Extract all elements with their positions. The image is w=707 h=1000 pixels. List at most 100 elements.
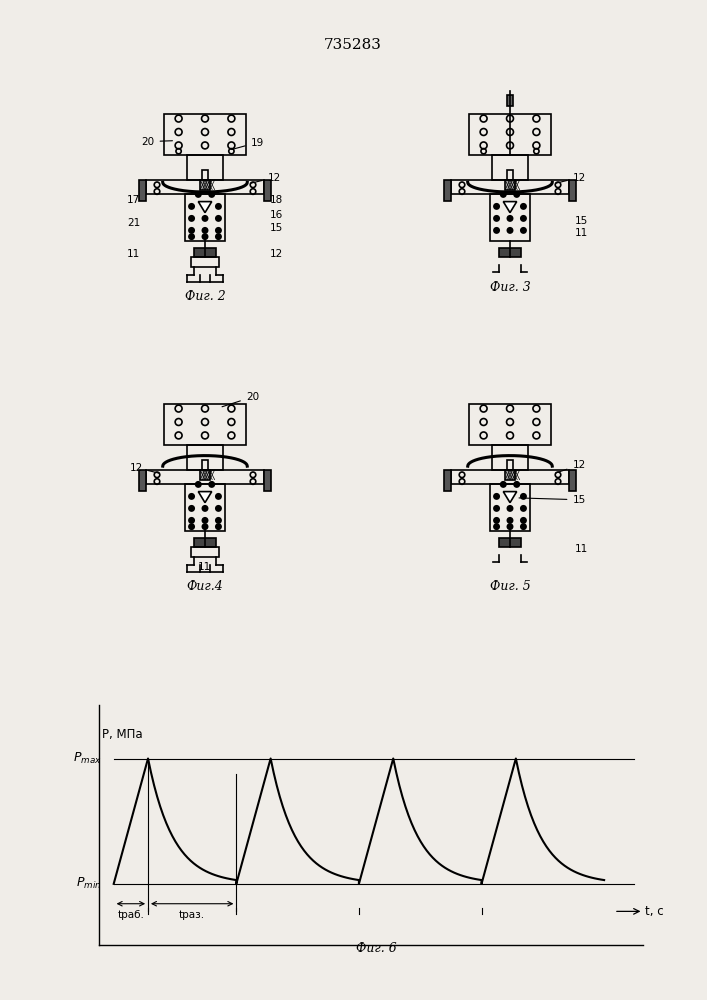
Text: 20: 20 <box>141 137 173 147</box>
Circle shape <box>216 506 221 511</box>
Bar <box>492 155 528 180</box>
Text: 12: 12 <box>556 173 585 183</box>
Circle shape <box>494 518 499 523</box>
Circle shape <box>189 506 194 511</box>
Bar <box>139 180 146 201</box>
Bar <box>187 445 223 470</box>
Circle shape <box>521 204 526 209</box>
Circle shape <box>209 482 214 487</box>
Bar <box>490 484 530 531</box>
Circle shape <box>508 494 513 499</box>
Circle shape <box>189 518 194 523</box>
Circle shape <box>216 228 221 233</box>
Text: 12: 12 <box>129 463 159 473</box>
Circle shape <box>508 204 513 209</box>
Text: 11: 11 <box>575 544 588 554</box>
Bar <box>492 445 528 470</box>
Circle shape <box>202 204 208 209</box>
Text: 11: 11 <box>575 228 588 238</box>
Bar <box>264 470 271 491</box>
Circle shape <box>189 234 194 239</box>
Circle shape <box>196 192 201 197</box>
Polygon shape <box>198 492 211 503</box>
Circle shape <box>521 518 526 523</box>
Bar <box>191 547 219 557</box>
Bar <box>185 194 225 241</box>
Bar <box>452 180 568 194</box>
Text: 17: 17 <box>127 195 140 205</box>
Circle shape <box>501 482 506 487</box>
Bar <box>146 180 264 194</box>
Circle shape <box>202 228 208 233</box>
Polygon shape <box>198 202 211 213</box>
Circle shape <box>494 494 499 499</box>
Bar <box>506 180 515 190</box>
Circle shape <box>189 204 194 209</box>
Text: t, с: t, с <box>645 905 664 918</box>
Text: $P_{min}$: $P_{min}$ <box>76 876 102 891</box>
Text: Фиг. 6: Фиг. 6 <box>356 942 397 955</box>
Text: Фиг. 2: Фиг. 2 <box>185 290 226 303</box>
Circle shape <box>216 234 221 239</box>
Bar <box>202 460 208 470</box>
Bar <box>164 404 246 445</box>
Bar <box>187 155 223 180</box>
Bar <box>200 180 210 190</box>
Polygon shape <box>503 492 517 503</box>
Text: 15: 15 <box>519 495 585 505</box>
Circle shape <box>508 228 513 233</box>
Text: 19: 19 <box>232 138 264 150</box>
Circle shape <box>494 524 499 529</box>
Text: tраб.: tраб. <box>117 910 144 920</box>
Text: Р, МПа: Р, МПа <box>102 728 143 741</box>
Bar <box>452 470 568 484</box>
Circle shape <box>494 228 499 233</box>
Text: 12: 12 <box>270 249 283 259</box>
Text: Фиг. 5: Фиг. 5 <box>490 580 530 593</box>
Circle shape <box>521 524 526 529</box>
Circle shape <box>216 494 221 499</box>
Text: tраз.: tраз. <box>179 910 205 920</box>
Bar <box>146 470 264 484</box>
Bar <box>191 257 219 267</box>
Circle shape <box>521 228 526 233</box>
Text: Фиг. 3: Фиг. 3 <box>490 281 530 294</box>
Bar <box>508 170 513 180</box>
Circle shape <box>494 216 499 221</box>
Text: 18: 18 <box>270 195 283 205</box>
Text: 11: 11 <box>198 562 211 572</box>
Text: 12: 12 <box>251 173 281 183</box>
Text: 21: 21 <box>127 218 140 228</box>
Bar <box>194 248 216 257</box>
Bar <box>469 114 551 155</box>
Bar <box>506 470 515 480</box>
Text: 735283: 735283 <box>324 38 382 52</box>
Bar <box>139 470 146 491</box>
Circle shape <box>494 506 499 511</box>
Bar <box>490 194 530 241</box>
Circle shape <box>216 216 221 221</box>
Circle shape <box>501 192 506 197</box>
Circle shape <box>189 228 194 233</box>
Bar <box>202 170 208 180</box>
Circle shape <box>508 506 513 511</box>
Circle shape <box>202 234 208 239</box>
Text: 12: 12 <box>556 460 585 473</box>
Circle shape <box>209 192 214 197</box>
Bar <box>444 180 452 201</box>
Circle shape <box>514 482 520 487</box>
Circle shape <box>521 506 526 511</box>
Text: 15: 15 <box>270 223 283 233</box>
Bar <box>444 470 452 491</box>
Circle shape <box>196 482 201 487</box>
Circle shape <box>202 524 208 529</box>
Text: 16: 16 <box>270 210 283 220</box>
Text: $P_{max}$: $P_{max}$ <box>74 751 102 766</box>
Bar <box>264 180 271 201</box>
Circle shape <box>521 494 526 499</box>
Circle shape <box>189 216 194 221</box>
Polygon shape <box>503 202 517 213</box>
Circle shape <box>202 506 208 511</box>
Bar <box>200 470 210 480</box>
Circle shape <box>202 518 208 523</box>
